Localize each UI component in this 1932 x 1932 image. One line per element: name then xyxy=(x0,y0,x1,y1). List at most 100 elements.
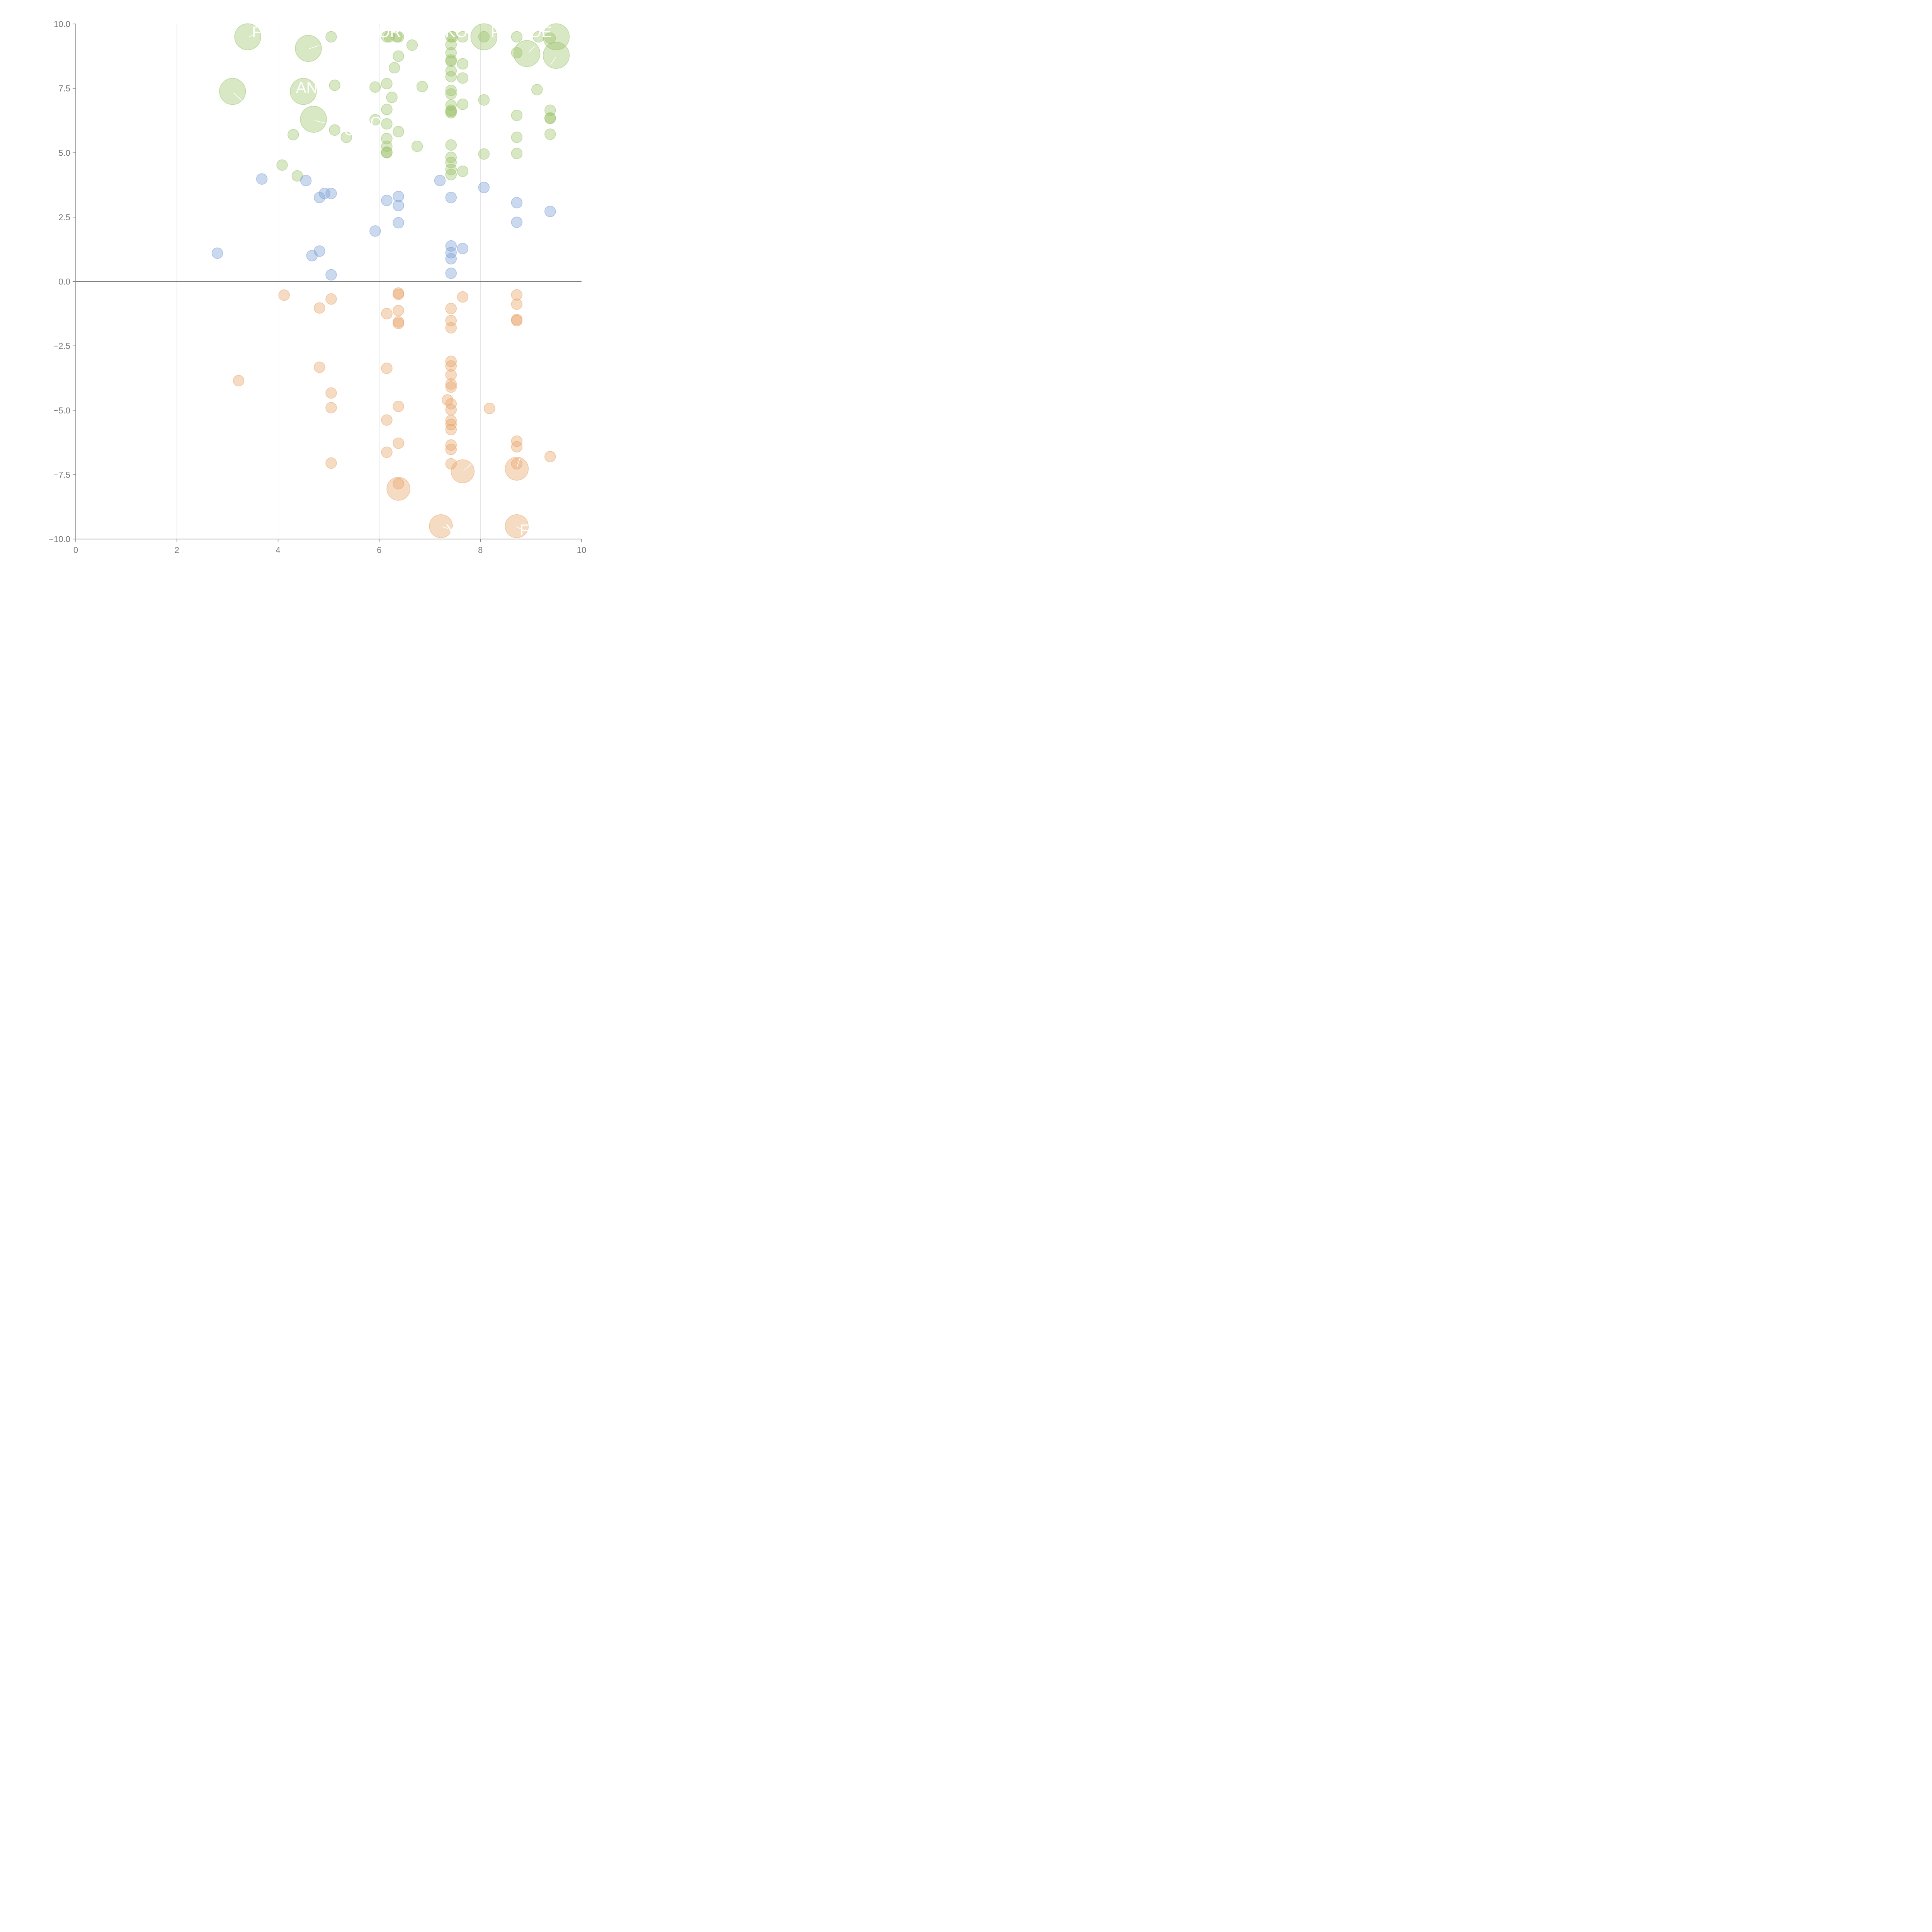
bubble-point xyxy=(314,361,325,373)
y-tick-label: 0.0 xyxy=(58,277,70,287)
bubble-point xyxy=(381,308,393,320)
bubble-point xyxy=(381,140,393,152)
leader-line xyxy=(314,120,325,123)
bubble-point xyxy=(445,156,457,168)
bubble-point xyxy=(484,403,495,414)
bubble-point xyxy=(457,58,469,70)
bubble-point xyxy=(511,298,523,310)
y-tick-label: 5.0 xyxy=(58,148,70,158)
bubble-point xyxy=(544,112,556,124)
bubble-point xyxy=(511,131,523,143)
bubble-point xyxy=(211,247,223,259)
bubble-point xyxy=(511,315,523,327)
bubble-point xyxy=(445,253,457,265)
bubble-point xyxy=(445,267,457,279)
bubble-point xyxy=(445,322,457,334)
bubble-point xyxy=(393,126,404,138)
bubble-point xyxy=(393,318,404,329)
bubble-point xyxy=(544,451,556,463)
x-tick-label: 6 xyxy=(377,545,381,555)
bubble-point xyxy=(329,124,340,136)
bubble-point xyxy=(445,381,457,393)
bubble-point xyxy=(393,217,404,229)
bubble-point xyxy=(445,439,457,451)
bubble-point xyxy=(411,140,423,152)
bubble-point xyxy=(278,289,290,301)
bubble-point xyxy=(511,458,523,470)
label-fragment: ANC xyxy=(296,79,328,96)
bubble-point xyxy=(478,31,490,43)
bubble-point xyxy=(445,107,457,119)
bubble-point xyxy=(445,378,457,390)
bubble-point xyxy=(445,88,457,100)
leader-line xyxy=(550,57,556,65)
bubble-point xyxy=(445,85,457,96)
bubble-point xyxy=(234,23,261,51)
bubble-point xyxy=(511,289,523,301)
bubble-point xyxy=(451,459,475,483)
label-fragment: KO xyxy=(445,24,468,41)
leader-line xyxy=(309,45,319,49)
bubble-point xyxy=(393,31,404,43)
bubble-point xyxy=(544,206,556,217)
bubble-point xyxy=(445,360,457,372)
bubble-point xyxy=(445,55,457,67)
bubble-point xyxy=(381,414,393,426)
bubble-point xyxy=(369,225,381,237)
bubble-point xyxy=(287,129,299,141)
bubble-point xyxy=(457,291,469,303)
bubble-point xyxy=(386,92,398,103)
bubble-point xyxy=(478,182,490,193)
bubble-point xyxy=(325,457,337,469)
bubble-point xyxy=(314,245,325,257)
bubble-point xyxy=(325,269,337,281)
axes: 0 2 4 6 8 10 −10.0 −7.5 −5.0 −2.5 0.0 2.5 5.0 7.5 10.0 xyxy=(49,19,586,555)
bubble-point xyxy=(369,114,381,126)
bubble-point xyxy=(381,31,393,43)
bubble-point xyxy=(445,369,457,381)
y-tick-label: 10.0 xyxy=(54,19,70,29)
bubble-point xyxy=(445,415,457,427)
bubble-point xyxy=(543,42,570,69)
leader-lines: F OR KO PE OE ANC A C O Y F xyxy=(233,24,556,539)
label-fragment: O xyxy=(370,114,382,131)
label-fragment: PE xyxy=(491,24,511,41)
bubble-point xyxy=(511,47,523,59)
leader-line xyxy=(463,463,472,471)
bubble-point xyxy=(511,31,523,43)
bubble-point xyxy=(381,104,393,116)
bubble-point xyxy=(445,303,457,315)
bubble-point xyxy=(544,32,556,44)
bubble-point xyxy=(532,31,544,43)
label-fragment: F xyxy=(520,522,529,539)
bubble-point xyxy=(505,514,529,538)
bubble-point xyxy=(314,302,325,314)
x-tick-label: 4 xyxy=(276,545,280,555)
bubble-point xyxy=(300,105,327,133)
y-tick-label: −7.5 xyxy=(54,470,70,480)
bubble-point xyxy=(531,84,543,95)
bubble-point xyxy=(470,23,498,51)
bubble-point xyxy=(381,147,393,159)
bubble-point xyxy=(233,375,245,386)
leader-line xyxy=(516,526,522,530)
bubble-point xyxy=(393,50,404,62)
bubble-point xyxy=(340,131,352,143)
leader-line xyxy=(248,34,255,37)
label-fragment: OR xyxy=(378,24,401,41)
bubble-point xyxy=(393,289,404,300)
bubble-point xyxy=(295,35,322,62)
x-tick-label: 0 xyxy=(73,545,78,555)
label-fragment: Y xyxy=(446,522,456,539)
bubble-point xyxy=(369,81,381,93)
bubble-point xyxy=(457,72,469,84)
bubble-point xyxy=(388,62,400,74)
bubble-chart: F OR KO PE OE ANC A C O Y F 0 2 4 6 8 10 −10.0… xyxy=(49,19,586,555)
bubble-point xyxy=(381,118,393,130)
bubble-point xyxy=(511,148,523,159)
bubble-point xyxy=(445,169,457,180)
bubble-point xyxy=(445,71,457,83)
bubble-point xyxy=(457,165,469,177)
bubble-point xyxy=(290,78,317,105)
bubble-point xyxy=(406,39,418,51)
